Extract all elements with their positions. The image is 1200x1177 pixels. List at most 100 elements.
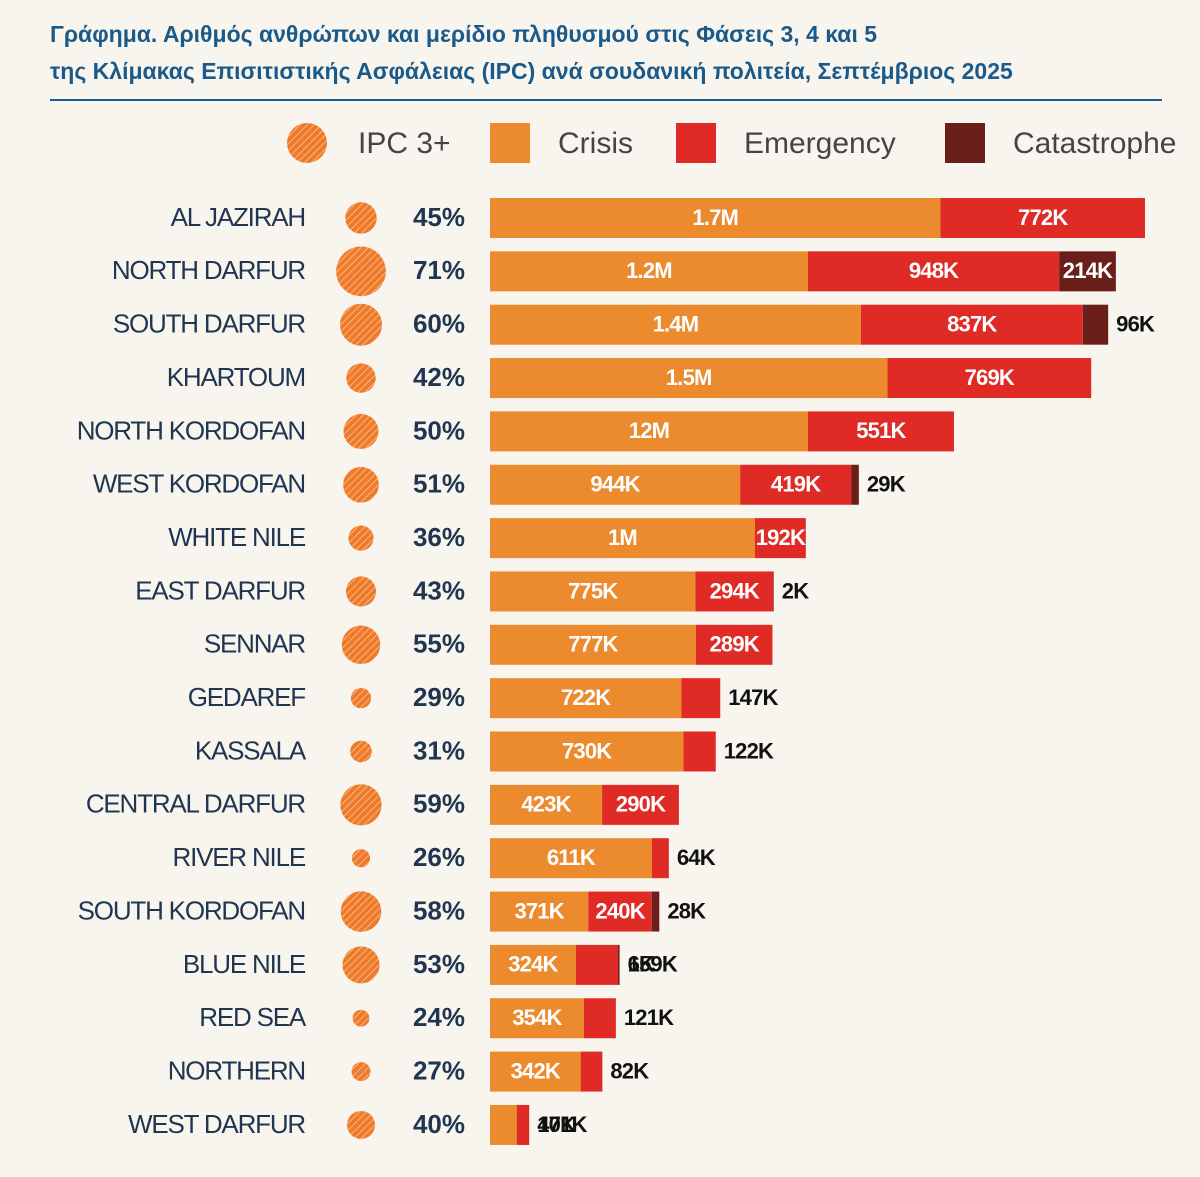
value-label: 772K <box>1018 205 1068 230</box>
value-label: 147K <box>728 685 778 710</box>
legend-swatch <box>287 123 327 163</box>
share-label: 36% <box>413 522 465 552</box>
legend-label: Crisis <box>558 127 633 160</box>
value-label: 192K <box>756 525 806 550</box>
share-dot <box>343 466 379 503</box>
bar-segment <box>602 784 679 825</box>
share-label: 40% <box>413 1109 465 1139</box>
bar-segment <box>580 1051 603 1092</box>
share-dot <box>343 413 379 449</box>
y-tick-label: SOUTH DARFUR <box>113 309 306 339</box>
legend-swatch <box>676 123 716 163</box>
value-label: 294K <box>710 578 760 603</box>
share-label: 31% <box>413 735 465 765</box>
share-label: 24% <box>413 1002 465 1032</box>
share-label: 59% <box>413 789 465 819</box>
y-tick-label: WHITE NILE <box>168 522 306 552</box>
share-label: 45% <box>413 202 465 232</box>
value-label: 289K <box>709 632 759 657</box>
y-tick-label: WEST KORDOFAN <box>93 469 305 499</box>
share-dot <box>345 576 377 607</box>
bar-segment <box>807 251 1060 292</box>
bar-segment <box>651 838 669 879</box>
share-label: 50% <box>413 415 465 445</box>
bar-segment <box>575 944 618 985</box>
bar-segment <box>490 251 808 292</box>
share-dot <box>348 525 374 551</box>
bar-segment <box>490 198 941 238</box>
share-dot <box>346 363 376 393</box>
value-label: 730K <box>562 738 612 763</box>
bar-segment <box>583 998 616 1039</box>
share-label: 71% <box>413 255 465 285</box>
bar-segment <box>490 678 682 719</box>
legend-label: Catastrophe <box>1013 127 1176 160</box>
share-label: 43% <box>413 575 465 605</box>
y-tick-label: BLUE NILE <box>183 949 306 979</box>
value-label: 837K <box>947 312 997 337</box>
y-tick-label: EAST DARFUR <box>135 575 305 605</box>
value-label: 29K <box>867 472 906 497</box>
value-label: 240K <box>595 898 645 923</box>
bar-segment <box>860 304 1083 345</box>
value-label: 1.4M <box>653 312 699 337</box>
share-label: 26% <box>413 842 465 872</box>
y-tick-label: RIVER NILE <box>173 842 306 872</box>
value-label: 96K <box>1116 312 1155 337</box>
y-tick-label: NORTH KORDOFAN <box>77 415 305 445</box>
bar-segment <box>651 891 660 932</box>
legend-swatch <box>490 123 530 163</box>
share-dot <box>350 740 372 763</box>
bar-segment <box>490 731 684 772</box>
value-label: 777K <box>568 632 618 657</box>
bar-segment <box>807 411 954 452</box>
bar-segment <box>681 678 721 719</box>
share-dot <box>351 849 371 868</box>
value-label: 28K <box>667 898 706 923</box>
share-dot <box>340 303 382 346</box>
bar-segment <box>490 944 576 985</box>
y-tick-label: SOUTH KORDOFAN <box>78 895 305 925</box>
bar-segment <box>490 624 696 665</box>
y-tick-label: WEST DARFUR <box>128 1109 305 1139</box>
bar-segment <box>490 571 696 612</box>
value-label: 2K <box>782 578 809 603</box>
bar-segment <box>773 571 774 612</box>
share-dot <box>336 246 386 297</box>
value-label: 64K <box>677 845 716 870</box>
bar-segment <box>1082 304 1109 345</box>
y-tick-label: RED SEA <box>199 1002 307 1032</box>
value-label: 290K <box>616 792 666 817</box>
value-label: 47K <box>537 1112 576 1137</box>
value-label: 1M <box>608 525 637 550</box>
share-dot <box>345 202 377 234</box>
share-label: 55% <box>413 629 465 659</box>
value-label: 551K <box>856 418 906 443</box>
value-label: 769K <box>965 365 1015 390</box>
y-tick-label: SENNAR <box>204 629 306 659</box>
bar-segment <box>683 731 716 772</box>
value-label: 611K <box>547 845 596 870</box>
value-label: 6K <box>628 952 655 977</box>
value-label: 419K <box>771 472 821 497</box>
y-tick-label: KHARTOUM <box>167 362 305 392</box>
bar-segment <box>695 624 773 665</box>
share-dot <box>347 1110 375 1139</box>
y-tick-label: NORTH DARFUR <box>112 255 306 285</box>
bar-segment <box>740 464 852 505</box>
share-dot <box>341 625 381 665</box>
bar-segment <box>887 358 1092 399</box>
y-tick-label: AL JAZIRAH <box>171 202 305 232</box>
bar-segment <box>490 1104 517 1145</box>
bar-segment <box>490 518 755 559</box>
share-dot <box>342 946 380 984</box>
bar-segment <box>490 358 888 399</box>
value-label: 214K <box>1063 258 1113 283</box>
bar-segment <box>617 944 620 985</box>
value-label: 121K <box>624 1005 674 1030</box>
legend-label: Emergency <box>744 127 896 160</box>
share-label: 29% <box>413 682 465 712</box>
bar-segment <box>754 518 806 559</box>
bar-segment <box>490 838 652 879</box>
